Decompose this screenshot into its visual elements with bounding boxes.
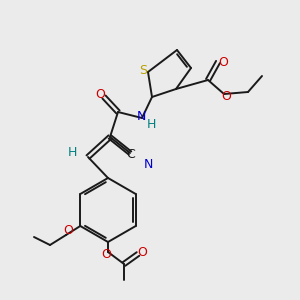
Text: O: O <box>221 91 231 103</box>
Text: C: C <box>127 148 135 160</box>
Text: O: O <box>63 224 73 238</box>
Text: H: H <box>67 146 77 158</box>
Text: O: O <box>95 88 105 101</box>
Text: O: O <box>137 245 147 259</box>
Text: O: O <box>218 56 228 68</box>
Text: H: H <box>146 118 156 130</box>
Text: N: N <box>143 158 153 170</box>
Text: S: S <box>139 64 147 76</box>
Text: O: O <box>101 248 111 262</box>
Text: N: N <box>136 110 146 124</box>
